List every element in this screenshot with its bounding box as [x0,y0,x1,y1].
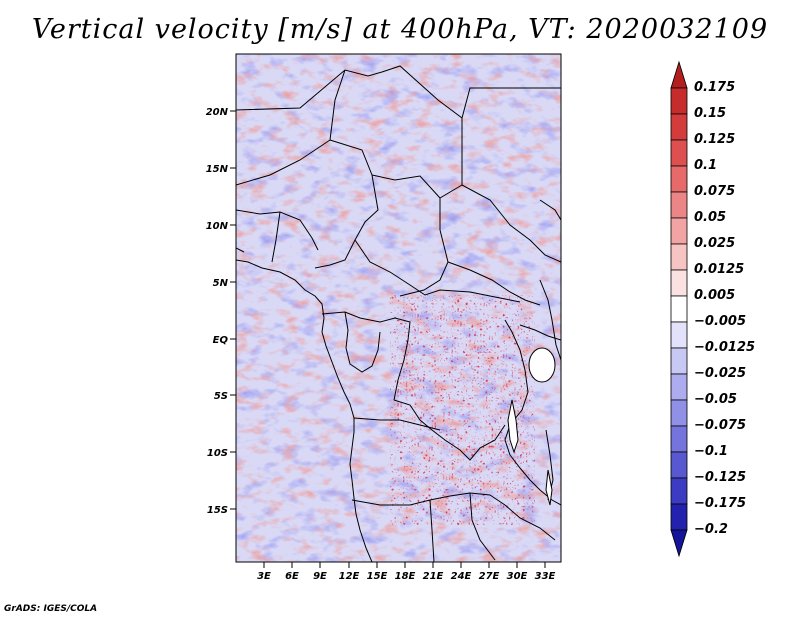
colorbar-level-label: 0.025 [694,236,736,251]
colorbar-level-label: −0.05 [694,392,737,407]
colorbar-level-label: −0.0125 [694,340,756,355]
colorbar-segment [670,113,688,141]
colorbar-segment [670,347,688,375]
lon-label: 33E [535,571,556,582]
lon-label: 21E [423,571,444,582]
colorbar-segment [670,425,688,453]
lat-label: 10N [206,221,229,232]
colorbar [670,60,688,558]
colorbar-level-label: −0.1 [694,444,728,459]
colorbar-level-label: 0.05 [694,210,727,225]
colorbar-level-label: −0.025 [694,366,747,381]
colorbar-level-label: −0.005 [694,314,747,329]
lat-label: 20N [206,107,229,118]
lat-label: 15S [207,505,228,516]
lon-label: 9E [313,571,327,582]
lat-label: 5S [214,391,228,402]
colorbar-level-label: 0.075 [694,184,736,199]
lon-label: 12E [339,571,360,582]
colorbar-level-label: 0.0125 [694,262,745,277]
colorbar-segment [670,477,688,505]
velocity-field [236,54,561,562]
colorbar-segment [670,243,688,271]
lat-label: 5N [213,278,229,289]
lat-label: 10S [207,448,228,459]
colorbar-level-label: 0.15 [694,106,727,121]
colorbar-segment [670,165,688,193]
lon-label: 18E [395,571,416,582]
lat-axis [230,110,236,510]
lon-label: 30E [507,571,528,582]
chart-title: Vertical velocity [m/s] at 400hPa, VT: 2… [31,14,769,45]
colorbar-level-label: 0.005 [694,288,736,303]
colorbar-segment [670,87,688,115]
colorbar-segment [670,269,688,297]
colorbar-level-label: −0.075 [694,418,747,433]
colorbar-segment [670,529,688,558]
colorbar-level-label: 0.125 [694,132,736,147]
lon-label: 3E [257,571,271,582]
colorbar-level-label: −0.2 [694,522,728,537]
colorbar-segment [670,139,688,167]
colorbar-segment [670,217,688,245]
colorbar-segment [670,60,688,89]
colorbar-segment [670,399,688,427]
lon-label: 27E [479,571,500,582]
colorbar-segment [670,451,688,479]
coastlines-and-borders [236,65,561,562]
colorbar-segment [670,295,688,323]
colorbar-level-label: 0.175 [694,80,736,95]
colorbar-level-label: −0.175 [694,496,747,511]
lat-label: EQ [213,335,229,346]
colorbar-level-label: 0.1 [694,158,718,173]
lon-label: 24E [451,571,472,582]
footer-credit: GrADS: IGES/COLA [4,604,98,614]
lon-axis [263,562,546,568]
colorbar-segment [670,321,688,349]
colorbar-segment [670,191,688,219]
lat-label: 15N [206,164,229,175]
lon-label: 15E [367,571,388,582]
lon-label: 6E [285,571,299,582]
colorbar-segment [670,503,688,531]
colorbar-segment [670,373,688,401]
map-frame [235,53,562,563]
colorbar-level-label: −0.125 [694,470,747,485]
